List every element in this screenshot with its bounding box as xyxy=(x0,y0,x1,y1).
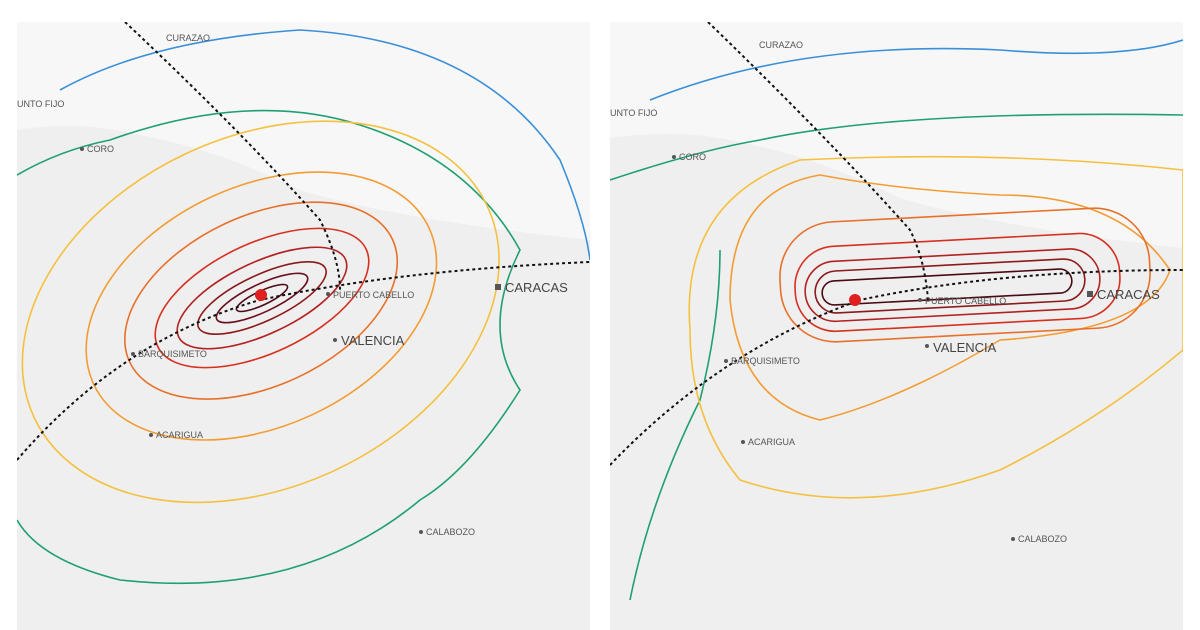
track-line xyxy=(124,22,341,291)
contour xyxy=(21,120,500,504)
place-label: CALABOZO xyxy=(1018,534,1067,544)
place-label: PUERTO CABELLO xyxy=(925,296,1006,306)
place-marker xyxy=(326,292,330,296)
contour xyxy=(814,258,1086,314)
place-label: UNTO FIJO xyxy=(610,108,657,118)
place-label: UNTO FIJO xyxy=(17,99,64,109)
place-marker xyxy=(1087,291,1093,297)
place-marker xyxy=(918,298,922,302)
contour xyxy=(804,248,1101,323)
contour xyxy=(821,268,1073,306)
contour xyxy=(176,246,348,350)
place-label: ACARIGUA xyxy=(156,430,203,440)
contour xyxy=(629,249,721,601)
place-label: CARACAS xyxy=(505,280,568,295)
place-marker xyxy=(149,433,153,437)
place-marker xyxy=(131,352,135,356)
left-map: CURAZAO UNTO FIJO CORO PUERTO CABELLO CA… xyxy=(17,22,590,630)
epicenter xyxy=(255,289,267,301)
place-marker xyxy=(419,530,423,534)
contour xyxy=(779,207,1151,343)
contour-group xyxy=(21,120,500,504)
place-label: ACARIGUA xyxy=(748,437,795,447)
place-label: VALENCIA xyxy=(341,333,405,348)
contour xyxy=(85,171,438,441)
place-label: PUERTO CABELLO xyxy=(333,290,414,300)
place-marker xyxy=(741,440,745,444)
place-marker xyxy=(80,147,84,151)
contour xyxy=(154,227,370,369)
contour xyxy=(794,232,1121,333)
land xyxy=(17,126,590,630)
contour xyxy=(17,109,521,585)
place-label: BARQUISIMETO xyxy=(731,356,800,366)
place-label: VALENCIA xyxy=(933,340,997,355)
contour xyxy=(197,261,327,335)
place-label: CURAZAO xyxy=(166,33,210,43)
contour xyxy=(215,272,309,324)
place-marker xyxy=(925,344,929,348)
place-label: CALABOZO xyxy=(426,527,475,537)
track-line xyxy=(707,22,929,301)
place-marker xyxy=(1011,537,1015,541)
place-label: CORO xyxy=(87,144,114,154)
contour xyxy=(610,113,1183,181)
place-marker xyxy=(724,359,728,363)
place-label: CARACAS xyxy=(1097,287,1160,302)
epicenter xyxy=(849,294,861,306)
land xyxy=(610,133,1183,630)
place-label: CURAZAO xyxy=(759,40,803,50)
place-marker xyxy=(495,284,501,290)
place-label: CORO xyxy=(679,152,706,162)
contour xyxy=(649,39,1183,101)
place-label: BARQUISIMETO xyxy=(138,349,207,359)
place-marker xyxy=(333,338,337,342)
right-map: CURAZAO UNTO FIJO CORO PUERTO CABELLO CA… xyxy=(610,22,1183,630)
contour xyxy=(688,155,1183,499)
contour xyxy=(123,201,399,400)
place-marker xyxy=(672,155,676,159)
